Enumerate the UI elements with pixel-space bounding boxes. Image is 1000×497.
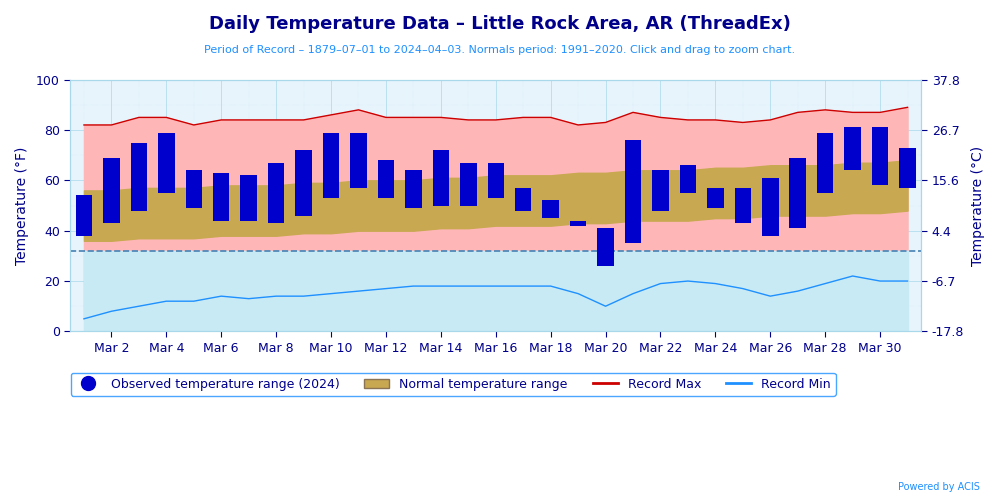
Bar <box>680 165 696 193</box>
Bar <box>488 163 504 198</box>
Text: Daily Temperature Data – Little Rock Area, AR (ThreadEx): Daily Temperature Data – Little Rock Are… <box>209 15 791 33</box>
Bar <box>240 175 257 221</box>
Bar <box>899 148 916 188</box>
Bar <box>872 127 888 185</box>
Y-axis label: Temperature (°C): Temperature (°C) <box>971 146 985 265</box>
Bar <box>460 163 477 206</box>
Bar <box>844 127 861 170</box>
Bar <box>735 188 751 223</box>
Bar <box>268 163 284 223</box>
Bar <box>213 173 229 221</box>
Legend: Observed temperature range (2024), Normal temperature range, Record Max, Record : Observed temperature range (2024), Norma… <box>71 373 836 396</box>
Bar <box>405 170 422 208</box>
Bar <box>76 195 92 236</box>
Bar <box>295 150 312 216</box>
Text: Powered by ACIS: Powered by ACIS <box>898 482 980 492</box>
Bar <box>131 143 147 211</box>
Bar <box>762 178 779 236</box>
Bar <box>323 133 339 198</box>
Bar <box>158 133 175 193</box>
Bar <box>542 200 559 218</box>
Bar <box>597 228 614 266</box>
Text: Period of Record – 1879–07–01 to 2024–04–03. Normals period: 1991–2020. Click an: Period of Record – 1879–07–01 to 2024–04… <box>204 45 796 55</box>
Bar <box>515 188 531 211</box>
Bar <box>103 158 120 223</box>
Bar <box>652 170 669 211</box>
Bar <box>625 140 641 244</box>
Bar <box>817 133 833 193</box>
Bar <box>350 133 367 188</box>
Bar <box>433 150 449 206</box>
Bar <box>707 188 724 208</box>
Bar <box>186 170 202 208</box>
Bar <box>789 158 806 228</box>
Y-axis label: Temperature (°F): Temperature (°F) <box>15 146 29 265</box>
Bar <box>378 160 394 198</box>
Bar <box>570 221 586 226</box>
